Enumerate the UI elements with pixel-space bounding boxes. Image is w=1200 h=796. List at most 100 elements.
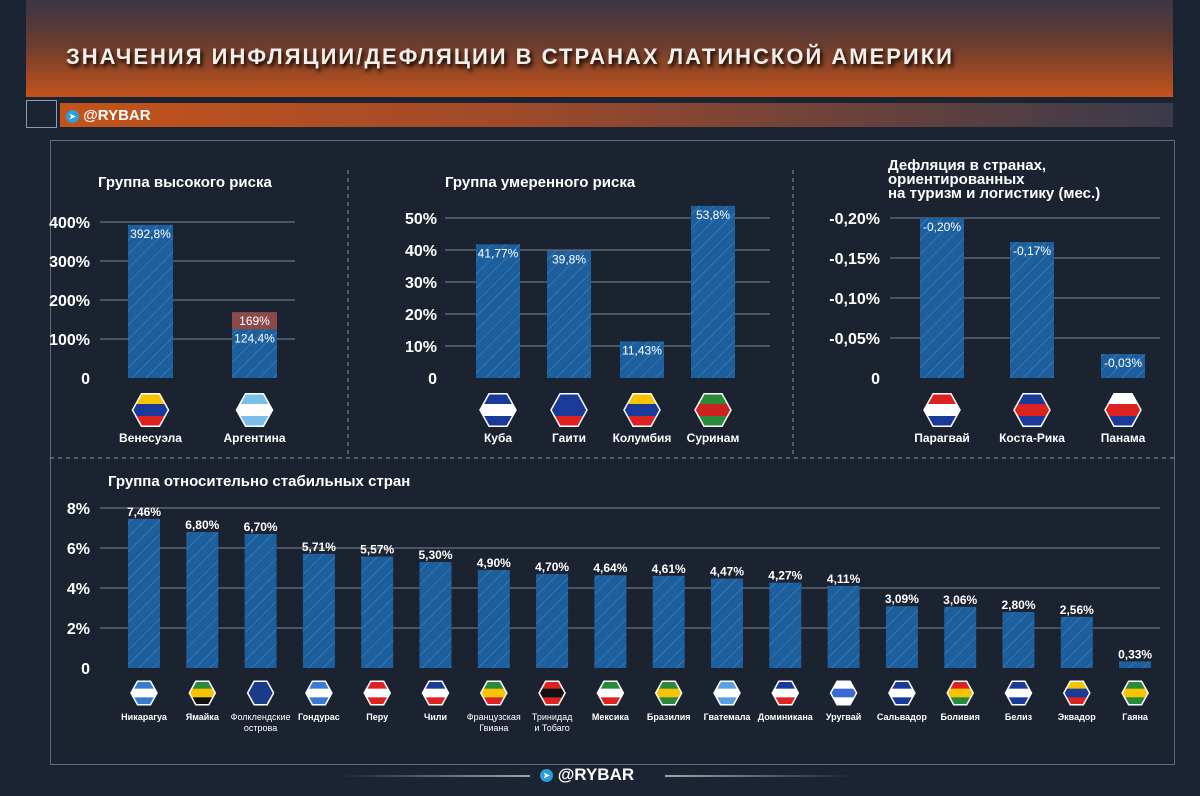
brand-link[interactable]: ➤ @RYBAR: [66, 107, 151, 124]
flag-icon: [551, 404, 587, 417]
flag-icon-border: [694, 393, 732, 427]
y-tick-label: 6%: [67, 541, 90, 558]
bar-value-label: 53,8%: [696, 208, 730, 222]
flag-icon: [247, 688, 274, 698]
bar-value-label: -0,20%: [923, 220, 961, 234]
flag-icon: [888, 688, 915, 698]
flag-icon: [830, 681, 857, 690]
flag-icon: [1122, 697, 1149, 705]
bar: [1002, 612, 1035, 668]
flag-icon: [597, 697, 624, 705]
bar-value-label: 4,27%: [768, 569, 802, 583]
flag-icon: [236, 393, 273, 405]
flag-icon: [655, 688, 682, 698]
y-tick-label: -0,20%: [829, 211, 880, 228]
flag-icon: [1014, 404, 1050, 417]
flag-icon: [772, 688, 799, 698]
country-label: Уругвай: [826, 712, 861, 722]
chart-title: Группа относительно стабильных стран: [108, 473, 410, 490]
flag-icon: [1014, 416, 1050, 427]
flag-icon-border: [479, 680, 508, 706]
flag-icon: [624, 404, 660, 417]
bar: [536, 574, 569, 668]
bar: [302, 553, 335, 668]
flag-icon: [236, 416, 273, 427]
flag-icon: [132, 404, 169, 417]
footer-brand-label: @RYBAR: [557, 765, 635, 784]
flag-icon: [924, 393, 960, 405]
flag-icon: [624, 393, 660, 405]
bar: [691, 205, 735, 378]
flag-icon-border: [363, 680, 392, 706]
flag-icon: [695, 404, 731, 417]
flag-icon: [695, 393, 731, 405]
bar: [885, 606, 918, 668]
flag-icon: [888, 697, 915, 705]
flag-icon: [480, 404, 516, 417]
bar-value-label: 11,43%: [622, 343, 662, 357]
flag-icon-border: [188, 680, 217, 706]
y-tick-label: 0: [81, 661, 90, 678]
decor-square: [26, 100, 57, 128]
bar: [920, 218, 964, 378]
flag-icon: [947, 681, 974, 690]
country-label: Тринидад и Тобаго: [532, 712, 573, 733]
flag-icon: [695, 416, 731, 427]
country-label: Колумбия: [613, 431, 672, 445]
bar: [244, 534, 277, 668]
bar-segment: [232, 312, 277, 330]
flag-icon-border: [305, 680, 333, 706]
flag-icon-border: [946, 680, 975, 706]
footer-brand[interactable]: ➤ @RYBAR: [540, 765, 634, 785]
bar-value-label: 4,47%: [710, 565, 744, 579]
flag-icon: [830, 697, 857, 705]
flag-icon: [551, 416, 587, 427]
bar-value-label: 7,46%: [127, 505, 161, 519]
y-tick-label: 40%: [405, 243, 437, 260]
y-tick-label: 100%: [49, 332, 90, 349]
y-tick-label: 300%: [49, 254, 90, 271]
flag-icon: [189, 697, 216, 705]
flag-icon: [247, 697, 274, 705]
y-tick-label: -0,15%: [829, 251, 880, 268]
flag-icon: [772, 681, 799, 690]
flag-icon: [132, 393, 169, 405]
flag-icon: [480, 688, 507, 698]
flag-icon: [1005, 681, 1032, 690]
flag-icon-border: [888, 680, 916, 706]
y-tick-label: 4%: [67, 581, 90, 598]
bar: [547, 250, 591, 378]
flag-icon: [597, 688, 624, 698]
flag-icon: [131, 681, 157, 690]
y-tick-label: -0,10%: [829, 291, 880, 308]
chart-title: Дефляция в странах,: [888, 157, 1046, 174]
bar-value-label: 124,4%: [234, 331, 275, 345]
bar: [827, 585, 860, 668]
flag-icon: [772, 697, 799, 705]
flag-icon: [624, 416, 660, 427]
flag-icon: [364, 681, 391, 690]
bar-value-label: 5,71%: [302, 540, 336, 554]
flag-icon: [132, 416, 169, 427]
flag-icon: [1005, 697, 1032, 705]
flag-icon-border: [623, 393, 661, 427]
chart-title: Группа умеренного риска: [445, 174, 636, 191]
flag-icon-border: [771, 680, 800, 706]
flag-icon: [1063, 681, 1090, 690]
flag-icon: [1063, 688, 1090, 698]
chart-title: на туризм и логистику (мес.): [888, 185, 1100, 202]
flag-icon-border: [654, 680, 683, 706]
flag-icon-border: [923, 393, 961, 427]
flag-icon: [480, 697, 507, 705]
flag-icon: [1122, 681, 1149, 690]
flag-icon: [480, 393, 516, 405]
flag-icon: [131, 688, 157, 698]
flag-icon: [551, 393, 587, 405]
flag-icon: [539, 697, 566, 705]
flag-icon-border: [131, 393, 170, 427]
flag-icon: [655, 681, 682, 690]
bar: [944, 606, 977, 668]
footer-line: [340, 775, 530, 777]
flag-icon-border: [1013, 393, 1051, 427]
flag-icon: [539, 688, 566, 698]
